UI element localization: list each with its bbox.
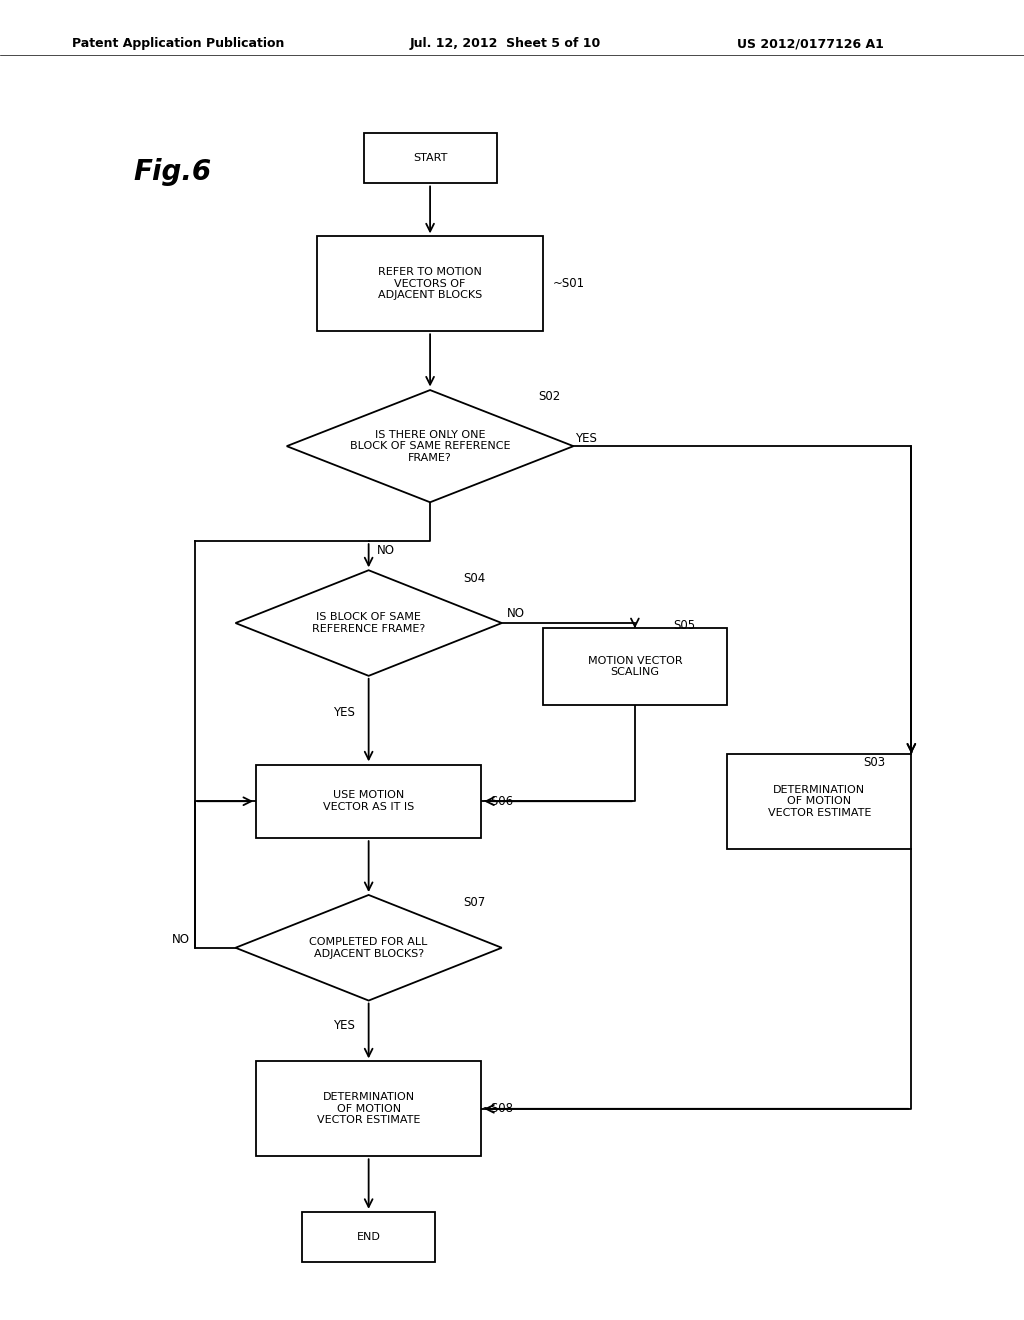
Text: REFER TO MOTION
VECTORS OF
ADJACENT BLOCKS: REFER TO MOTION VECTORS OF ADJACENT BLOC… [378,267,482,301]
Polygon shape [236,895,502,1001]
Text: COMPLETED FOR ALL
ADJACENT BLOCKS?: COMPLETED FOR ALL ADJACENT BLOCKS? [309,937,428,958]
Text: IS THERE ONLY ONE
BLOCK OF SAME REFERENCE
FRAME?: IS THERE ONLY ONE BLOCK OF SAME REFERENC… [350,429,510,463]
Text: S03: S03 [863,756,886,770]
Text: Jul. 12, 2012  Sheet 5 of 10: Jul. 12, 2012 Sheet 5 of 10 [410,37,601,50]
Text: NO: NO [377,544,395,557]
Text: ~S01: ~S01 [553,277,585,290]
FancyBboxPatch shape [256,766,481,838]
Text: S02: S02 [539,389,561,403]
Polygon shape [236,570,502,676]
Text: S05: S05 [673,619,695,632]
Text: S07: S07 [463,896,485,909]
Text: YES: YES [333,706,354,719]
FancyBboxPatch shape [256,1061,481,1156]
Text: MOTION VECTOR
SCALING: MOTION VECTOR SCALING [588,656,682,677]
Text: NO: NO [171,933,189,946]
Text: YES: YES [333,1019,354,1032]
Text: IS BLOCK OF SAME
REFERENCE FRAME?: IS BLOCK OF SAME REFERENCE FRAME? [312,612,425,634]
Polygon shape [287,391,573,502]
Text: NO: NO [507,607,525,620]
Text: Fig.6: Fig.6 [133,157,211,186]
FancyBboxPatch shape [543,628,727,705]
FancyBboxPatch shape [364,133,497,183]
Text: USE MOTION
VECTOR AS IT IS: USE MOTION VECTOR AS IT IS [323,791,415,812]
Text: DETERMINATION
OF MOTION
VECTOR ESTIMATE: DETERMINATION OF MOTION VECTOR ESTIMATE [317,1092,420,1126]
Text: Patent Application Publication: Patent Application Publication [72,37,284,50]
FancyBboxPatch shape [302,1212,435,1262]
Text: YES: YES [575,432,597,445]
FancyBboxPatch shape [727,754,911,849]
Text: ~S08: ~S08 [481,1102,513,1115]
Text: START: START [413,153,447,164]
Text: DETERMINATION
OF MOTION
VECTOR ESTIMATE: DETERMINATION OF MOTION VECTOR ESTIMATE [768,784,870,818]
Text: ~S06: ~S06 [481,795,513,808]
FancyBboxPatch shape [317,236,543,331]
Text: END: END [356,1232,381,1242]
Text: S04: S04 [463,572,485,585]
Text: US 2012/0177126 A1: US 2012/0177126 A1 [737,37,884,50]
